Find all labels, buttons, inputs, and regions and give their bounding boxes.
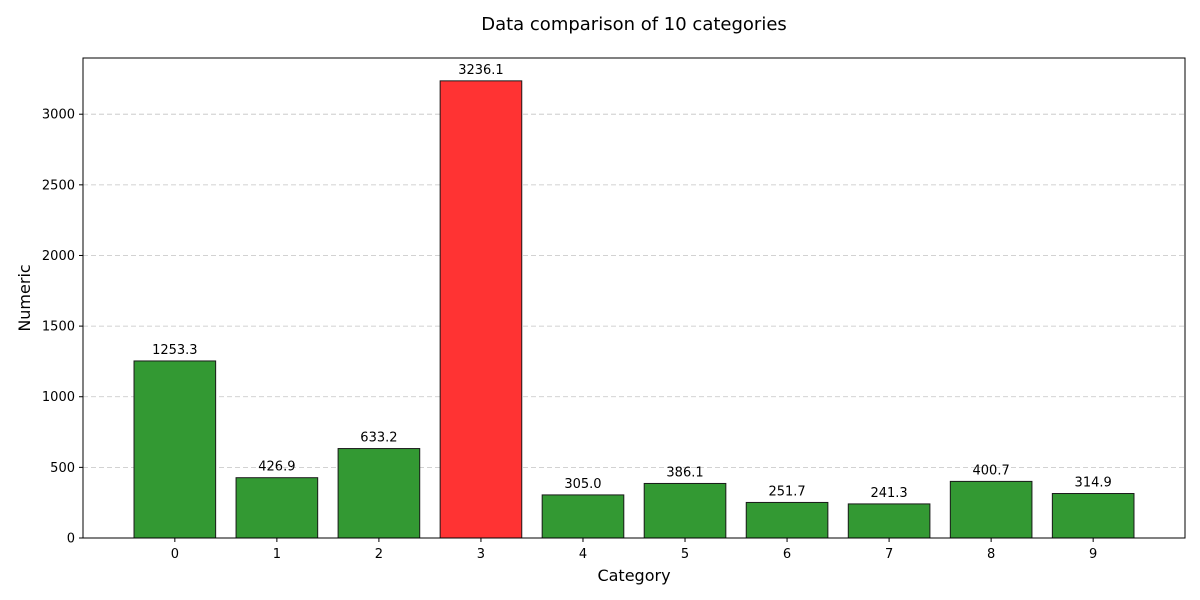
x-tick-label: 2 [375, 547, 383, 562]
x-tick-label: 7 [885, 547, 893, 562]
x-tick-label: 1 [273, 547, 281, 562]
bar-8 [949, 480, 1033, 539]
bar-7 [847, 503, 931, 539]
x-tick-label: 5 [681, 547, 689, 562]
x-axis-ticks: 0 1 2 3 4 5 6 7 8 9 [171, 538, 1097, 562]
y-axis-label: Numeric [15, 264, 34, 331]
x-tick-label: 4 [579, 547, 587, 562]
bar-5 [643, 482, 727, 539]
bar-9 [1051, 493, 1135, 539]
bar-4 [541, 494, 625, 539]
y-tick-label: 1500 [42, 320, 75, 335]
value-label-3: 3236.1 [458, 63, 504, 78]
x-tick-label: 0 [171, 547, 179, 562]
value-labels: 1253.3 426.9 633.2 3236.1 305.0 386.1 251.7 241… [152, 63, 1112, 501]
y-tick-label: 500 [50, 461, 75, 476]
y-tick-label: 2000 [42, 249, 75, 264]
x-tick-label: 8 [987, 547, 995, 562]
y-axis-ticks: 0 500 1000 1500 2000 2500 3000 [42, 108, 83, 547]
bar-6 [745, 501, 829, 539]
value-label-4: 305.0 [564, 477, 601, 492]
value-label-9: 314.9 [1075, 476, 1112, 491]
bar-1 [235, 477, 319, 539]
chart-title: Data comparison of 10 categories [481, 14, 787, 35]
y-tick-label: 0 [67, 532, 75, 547]
y-tick-label: 2500 [42, 178, 75, 193]
y-tick-label: 3000 [42, 108, 75, 123]
value-label-2: 633.2 [360, 431, 397, 446]
value-label-5: 386.1 [666, 465, 703, 480]
value-label-6: 251.7 [768, 484, 805, 499]
bar-3 [439, 80, 523, 539]
bar-2 [337, 448, 421, 539]
value-label-8: 400.7 [973, 463, 1010, 478]
value-label-0: 1253.3 [152, 343, 198, 358]
axes-frame [82, 57, 1186, 539]
value-label-1: 426.9 [258, 460, 295, 475]
x-tick-label: 3 [477, 547, 485, 562]
x-tick-label: 9 [1089, 547, 1097, 562]
x-tick-label: 6 [783, 547, 791, 562]
value-label-7: 241.3 [870, 486, 907, 501]
x-axis-label: Category [597, 566, 670, 585]
bars [133, 80, 1135, 539]
y-tick-label: 1000 [42, 390, 75, 405]
bar-0 [133, 360, 217, 539]
grid-lines [83, 113, 1185, 539]
